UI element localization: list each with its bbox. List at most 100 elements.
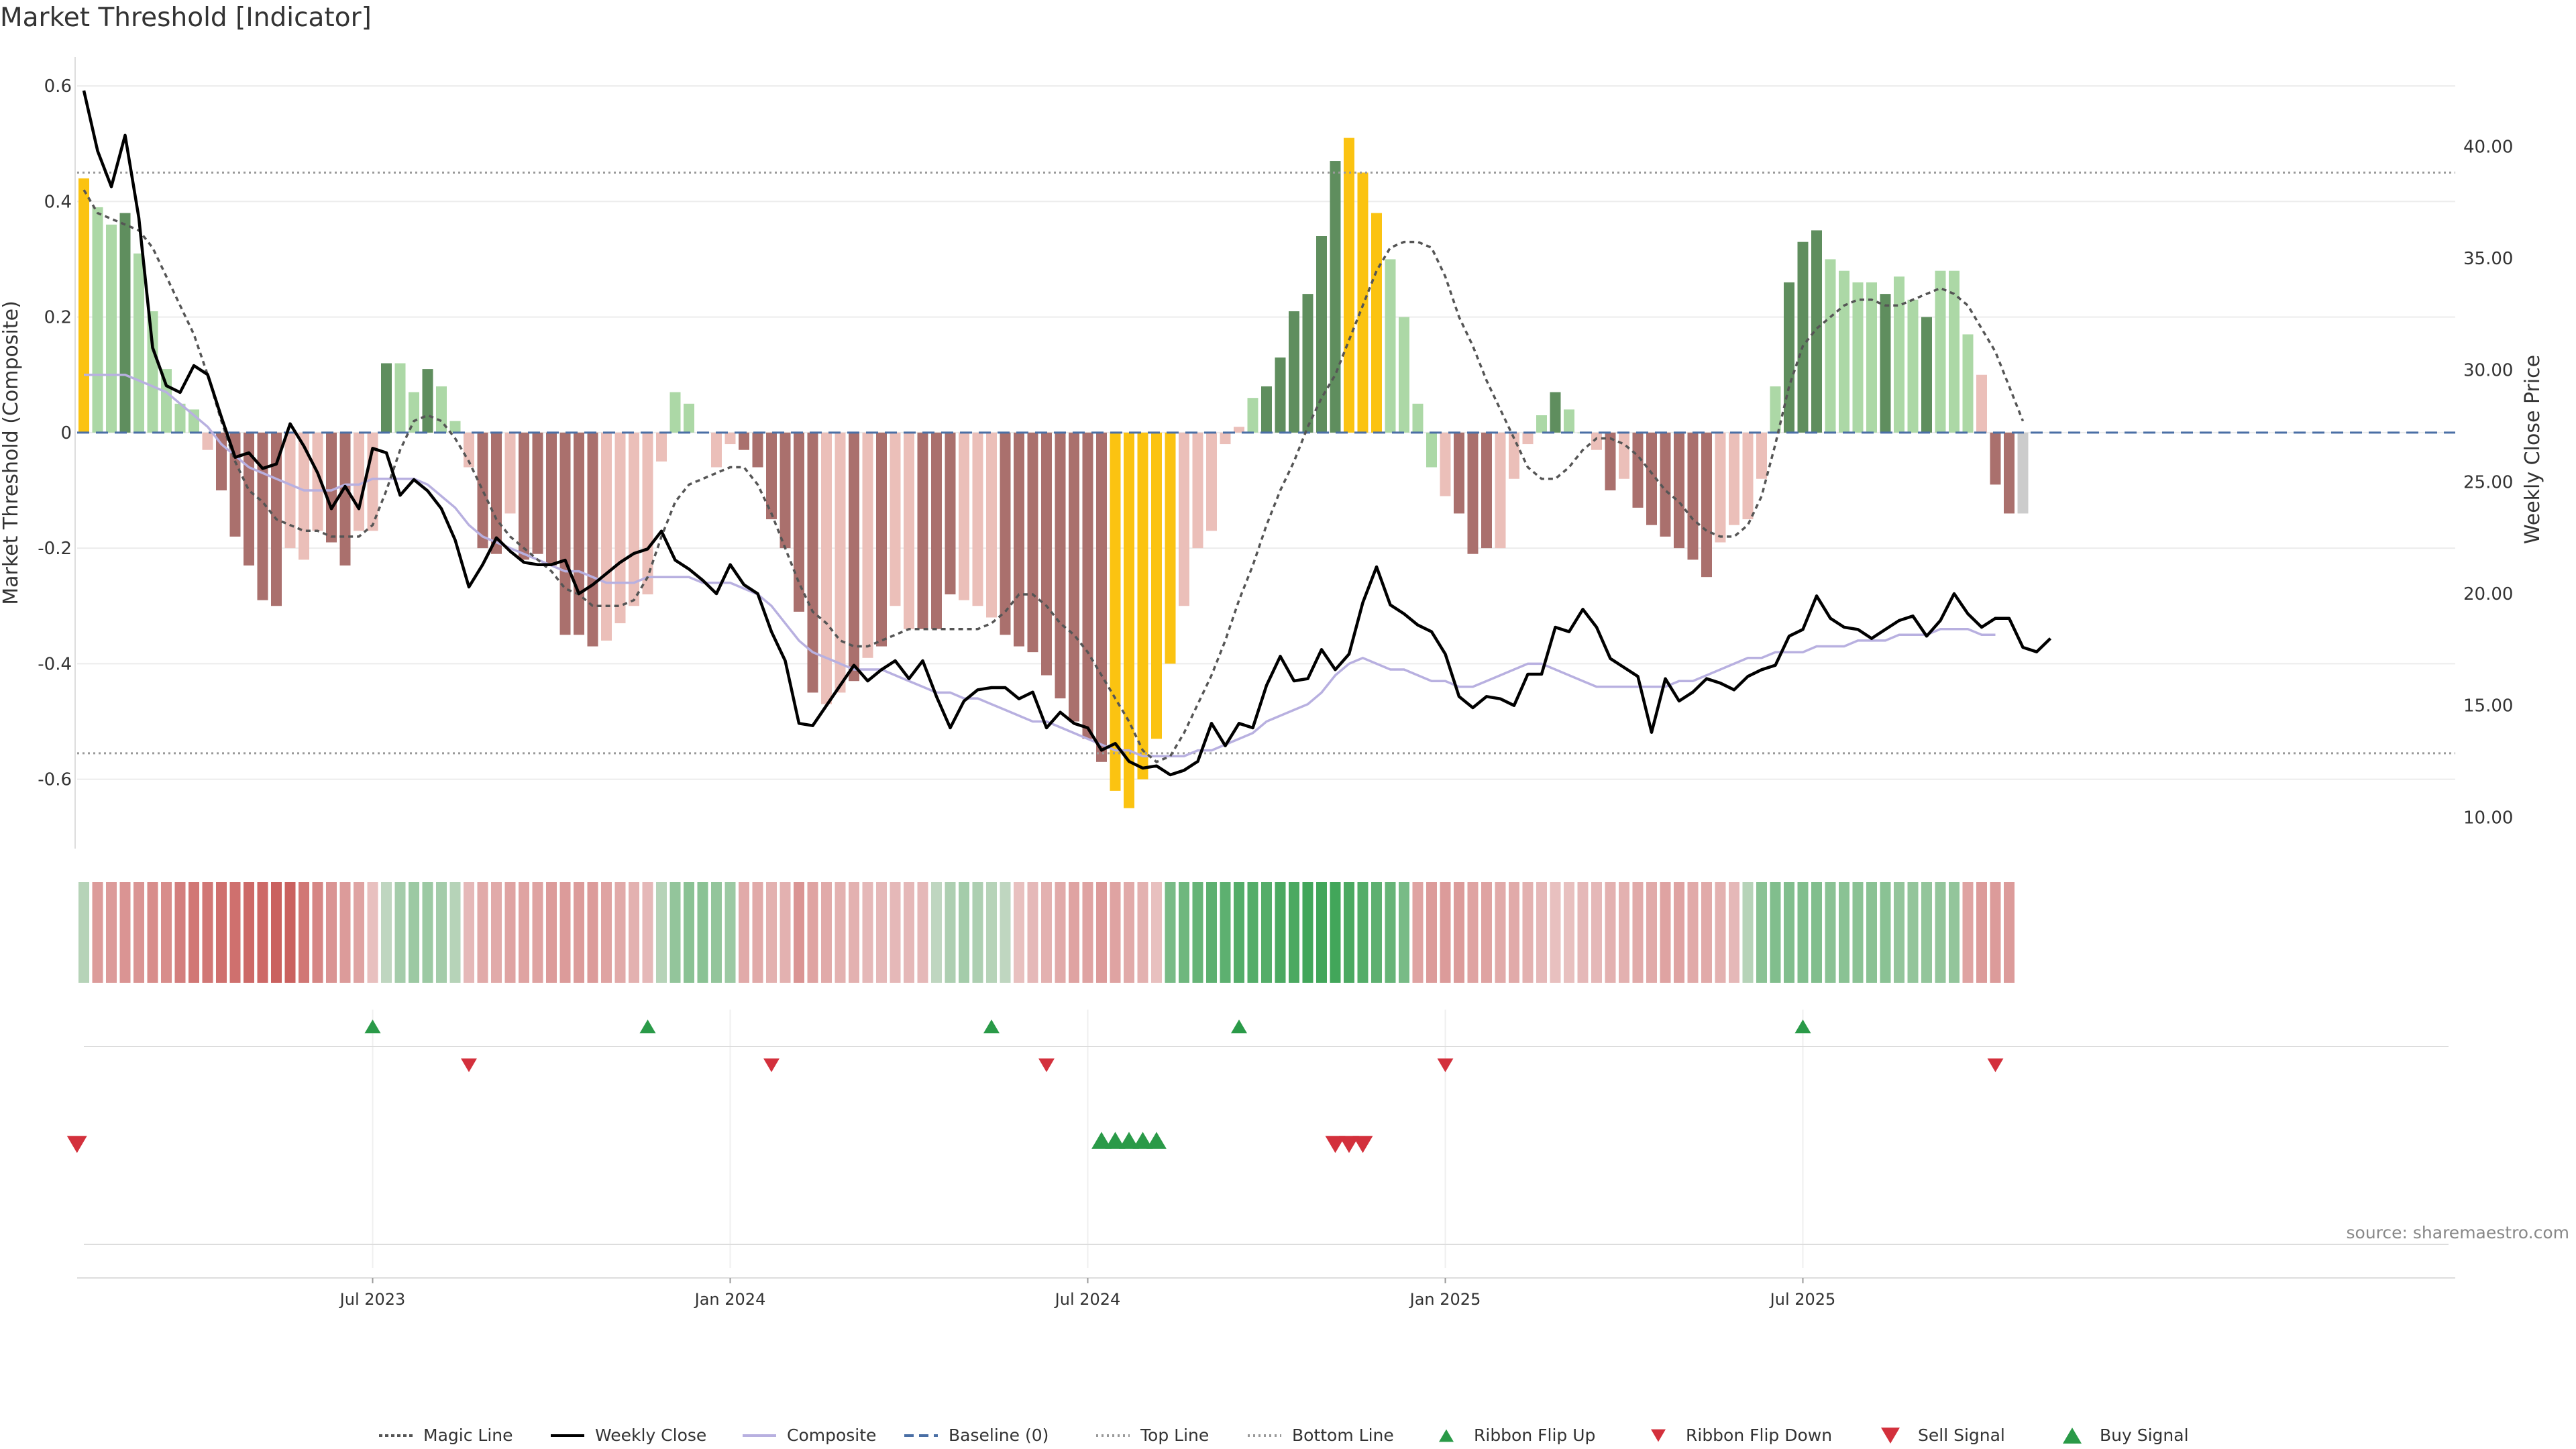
ribbon-cell — [1935, 882, 1946, 983]
ribbon-cell — [1124, 882, 1134, 983]
composite-bar — [1619, 432, 1629, 479]
ribbon-cell — [1302, 882, 1313, 983]
ribbon-flip-up-marker — [983, 1019, 1000, 1034]
composite-bar — [147, 311, 158, 433]
composite-bar — [1440, 432, 1451, 496]
composite-line — [84, 373, 1996, 757]
ribbon-cell — [1000, 882, 1011, 983]
ribbon-cell — [835, 882, 846, 983]
ribbon-cell — [1522, 882, 1534, 983]
ribbon-cell — [1412, 882, 1424, 983]
ribbon-cell — [436, 882, 447, 983]
ribbon-cell — [1371, 882, 1382, 983]
ribbon-cell — [1316, 882, 1327, 983]
legend-top-line: Top Line — [1140, 1426, 1209, 1445]
composite-bar — [1701, 432, 1712, 578]
ribbon-cell — [669, 882, 681, 983]
x-tick-label: Jul 2025 — [1769, 1290, 1836, 1309]
ribbon-cell — [244, 882, 254, 983]
ribbon-cell — [491, 882, 502, 983]
ribbon-cell — [339, 882, 351, 983]
ribbon-cell — [614, 882, 626, 983]
composite-bar — [1797, 241, 1809, 433]
legend-buy-signal: Buy Signal — [2100, 1426, 2189, 1445]
composite-bar — [1289, 311, 1299, 433]
ribbon-cell — [1137, 882, 1148, 983]
ribbon-cell — [409, 882, 419, 983]
composite-bar — [326, 432, 337, 543]
x-tick-label: Jul 2023 — [339, 1290, 406, 1309]
ribbon-cell — [1880, 882, 1891, 983]
composite-bar — [876, 432, 887, 647]
composite-bar — [766, 432, 777, 520]
ribbon-cell — [1852, 882, 1864, 983]
ribbon-cell — [174, 882, 186, 983]
ribbon-cell — [890, 882, 901, 983]
ribbon-cell — [587, 882, 598, 983]
composite-bar — [1234, 427, 1244, 433]
y2-axis-title: Weekly Close Price — [2521, 355, 2544, 544]
ribbon-cell — [1646, 882, 1657, 983]
ribbon-cell — [202, 882, 213, 983]
ribbon-cell — [1454, 882, 1464, 983]
ribbon-flip-up-marker — [1794, 1019, 1811, 1034]
composite-bar — [656, 432, 667, 462]
ribbon-cell — [931, 882, 942, 983]
composite-bar — [477, 432, 488, 549]
composite-bar — [1990, 432, 2001, 485]
composite-bar — [1756, 432, 1767, 479]
composite-bar — [959, 432, 969, 600]
ribbon-cell — [1096, 882, 1107, 983]
composite-bar — [1316, 236, 1327, 433]
composite-bar — [1206, 432, 1217, 531]
ribbon-cell — [780, 882, 791, 983]
ribbon-cell — [394, 882, 406, 983]
composite-bar — [394, 363, 406, 433]
ribbon-cell — [1330, 882, 1341, 983]
composite-bar — [1674, 432, 1684, 549]
composite-bar — [1646, 432, 1657, 525]
ribbon-cell — [559, 882, 571, 983]
composite-bar — [1536, 415, 1547, 433]
ribbon-cell — [1289, 882, 1299, 983]
ribbon-cell — [257, 882, 268, 983]
ribbon-cell — [1962, 882, 1974, 983]
composite-bar — [1399, 317, 1409, 433]
composite-bar — [2017, 432, 2029, 514]
ribbon-cell — [1577, 882, 1589, 983]
composite-bar — [629, 432, 639, 606]
ribbon-cell — [119, 882, 131, 983]
sell-signal-marker — [1325, 1136, 1346, 1153]
ribbon-cell — [147, 882, 158, 983]
composite-bar — [1096, 432, 1107, 762]
y-tick-label: 0.4 — [44, 192, 72, 212]
composite-bar — [1784, 282, 1794, 433]
ribbon-cell — [1536, 882, 1547, 983]
composite-bar — [546, 432, 557, 566]
composite-bar — [642, 432, 653, 595]
ribbon-cell — [1014, 882, 1024, 983]
composite-bar — [1605, 432, 1616, 490]
ribbon-cell — [1041, 882, 1052, 983]
composite-bar — [532, 432, 543, 554]
composite-bar — [711, 432, 722, 468]
composite-bar — [519, 432, 529, 560]
ribbon-cell — [1055, 882, 1066, 983]
x-tick-label: Jan 2024 — [694, 1290, 766, 1309]
ribbon-cell — [1990, 882, 2001, 983]
composite-bar — [1027, 432, 1038, 653]
legend-baseline: Baseline (0) — [949, 1426, 1049, 1445]
y-tick-label: 0.6 — [44, 76, 72, 97]
composite-bar — [1522, 432, 1534, 445]
composite-bar — [202, 432, 213, 450]
ribbon-flip-down-marker — [1437, 1058, 1454, 1073]
y-tick-label: -0.2 — [38, 539, 72, 559]
legend-sell-signal: Sell Signal — [1918, 1426, 2005, 1445]
composite-bar — [849, 432, 859, 682]
composite-bar — [574, 432, 584, 635]
composite-bar — [780, 432, 791, 549]
ribbon-cell — [1687, 882, 1699, 983]
ribbon-cell — [1467, 882, 1479, 983]
composite-bar — [1302, 294, 1313, 433]
